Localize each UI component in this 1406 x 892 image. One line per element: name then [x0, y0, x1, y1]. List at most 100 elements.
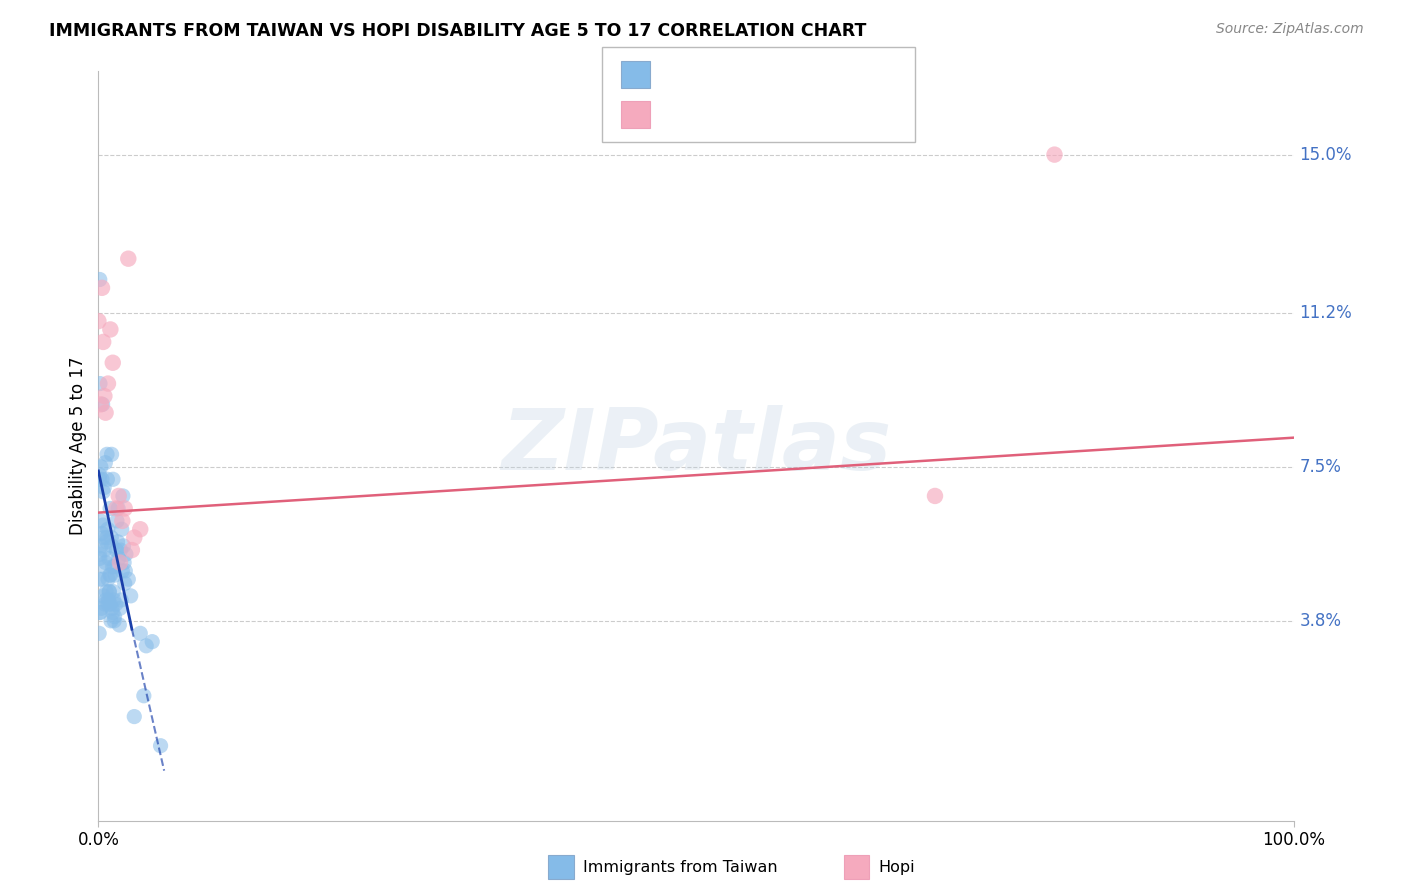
Point: [100, 447, 122, 461]
Point: [112, 556, 135, 570]
Point: [111, 489, 134, 503]
Point: [87, 314, 110, 328]
Point: [91, 484, 114, 499]
Point: [98, 501, 121, 516]
Point: [110, 543, 132, 558]
Point: [101, 356, 124, 370]
Point: [114, 576, 136, 591]
Text: Source: ZipAtlas.com: Source: ZipAtlas.com: [1216, 22, 1364, 37]
Point: [924, 489, 946, 503]
Point: [107, 551, 129, 566]
Text: 0.159: 0.159: [695, 105, 742, 124]
Point: [93, 531, 115, 545]
Point: [94, 406, 117, 420]
Point: [129, 626, 152, 640]
Point: [89, 376, 111, 391]
Point: [101, 472, 124, 486]
Point: [108, 601, 131, 615]
Point: [135, 639, 157, 653]
Point: [93, 389, 115, 403]
Point: [89, 626, 111, 640]
Point: [120, 589, 142, 603]
Point: [98, 568, 121, 582]
Point: [90, 526, 112, 541]
Point: [117, 252, 139, 266]
Point: [98, 584, 121, 599]
Point: [103, 559, 125, 574]
Point: [105, 543, 128, 558]
Point: [141, 634, 163, 648]
Point: [91, 334, 114, 349]
Point: [97, 597, 120, 611]
Point: [89, 472, 111, 486]
Point: [105, 514, 128, 528]
Point: [96, 472, 118, 486]
Text: 20: 20: [801, 105, 824, 124]
Text: Immigrants from Taiwan: Immigrants from Taiwan: [583, 860, 778, 874]
Point: [91, 518, 114, 533]
Point: [90, 397, 112, 411]
Text: 85: 85: [801, 65, 824, 84]
Point: [91, 281, 114, 295]
Point: [89, 551, 111, 566]
Text: 15.0%: 15.0%: [1299, 145, 1353, 163]
Point: [96, 531, 118, 545]
Point: [91, 397, 114, 411]
Point: [94, 556, 117, 570]
Point: [107, 534, 129, 549]
Point: [105, 501, 128, 516]
Point: [104, 597, 127, 611]
Point: [1043, 147, 1066, 161]
Point: [101, 606, 124, 620]
Text: ZIPatlas: ZIPatlas: [501, 404, 891, 488]
Text: IMMIGRANTS FROM TAIWAN VS HOPI DISABILITY AGE 5 TO 17 CORRELATION CHART: IMMIGRANTS FROM TAIWAN VS HOPI DISABILIT…: [49, 22, 866, 40]
Text: -0.274: -0.274: [695, 65, 748, 84]
Point: [91, 472, 114, 486]
Text: N =: N =: [755, 65, 803, 84]
Point: [97, 376, 120, 391]
Point: [97, 572, 120, 586]
Point: [111, 514, 134, 528]
Point: [96, 534, 118, 549]
Text: Hopi: Hopi: [879, 860, 915, 874]
Point: [98, 584, 121, 599]
Point: [94, 593, 117, 607]
Point: [89, 272, 111, 286]
Point: [101, 559, 124, 574]
Point: [103, 593, 125, 607]
Text: R =: R =: [661, 65, 697, 84]
Y-axis label: Disability Age 5 to 17: Disability Age 5 to 17: [69, 357, 87, 535]
Point: [90, 539, 112, 553]
Text: 11.2%: 11.2%: [1299, 304, 1353, 322]
Point: [124, 709, 146, 723]
Point: [89, 606, 111, 620]
Point: [89, 468, 111, 483]
Point: [91, 572, 114, 586]
Point: [98, 322, 122, 336]
Point: [89, 606, 111, 620]
Point: [87, 572, 110, 586]
Point: [93, 481, 115, 495]
Point: [97, 551, 120, 566]
Point: [90, 601, 112, 615]
Point: [111, 522, 134, 536]
Point: [107, 489, 129, 503]
Point: [100, 614, 122, 628]
Point: [101, 601, 124, 615]
Text: R =: R =: [661, 105, 697, 124]
Point: [100, 531, 122, 545]
Text: N =: N =: [755, 105, 803, 124]
Point: [107, 501, 129, 516]
Point: [111, 564, 134, 578]
Point: [110, 593, 132, 607]
Point: [89, 547, 111, 561]
Point: [114, 564, 136, 578]
Point: [121, 543, 143, 558]
Point: [112, 539, 135, 553]
Point: [108, 556, 131, 570]
Point: [149, 739, 172, 753]
Point: [104, 568, 127, 582]
Point: [93, 559, 115, 574]
Point: [108, 618, 131, 632]
Point: [90, 459, 112, 474]
